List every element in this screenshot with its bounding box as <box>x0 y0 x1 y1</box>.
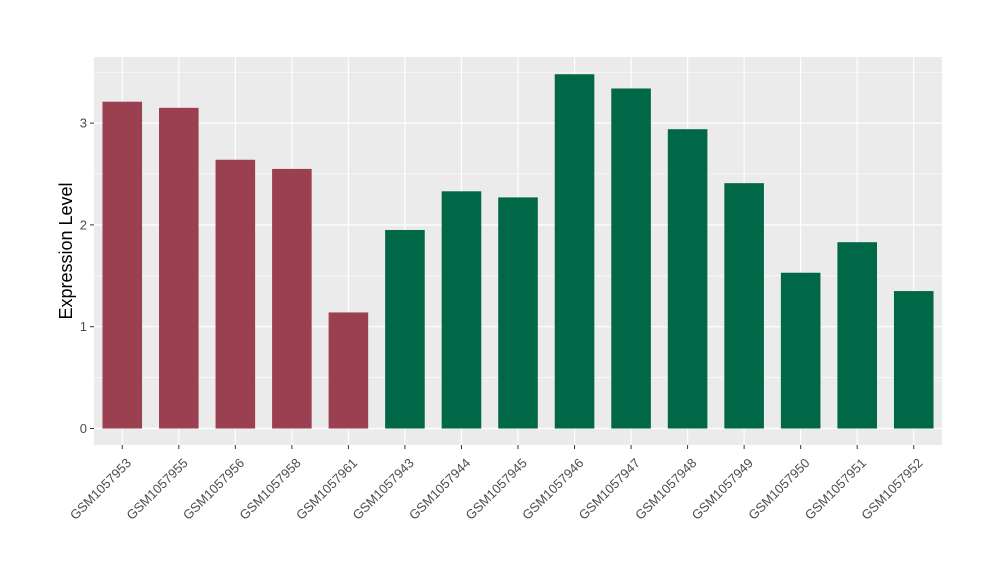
bar-gsm1057950 <box>780 272 821 429</box>
bar-gsm1057949 <box>724 183 764 429</box>
y-axis-title: Expression Level <box>56 182 76 319</box>
bars <box>102 74 934 429</box>
bar-gsm1057955 <box>159 107 199 429</box>
bar-gsm1057946 <box>554 74 595 429</box>
bar-gsm1057943 <box>385 229 425 429</box>
x-axis: GSM1057953GSM1057955GSM1057956GSM1057958… <box>67 445 926 523</box>
y-tick-label: 2 <box>80 217 87 232</box>
bar-gsm1057947 <box>611 88 651 429</box>
y-axis: 0 1 2 3 <box>80 116 94 436</box>
bar-gsm1057961 <box>328 312 369 429</box>
y-tick-label: 1 <box>80 319 87 334</box>
bar-gsm1057945 <box>498 197 538 429</box>
y-tick-label: 0 <box>80 421 87 436</box>
bar-gsm1057948 <box>667 129 708 429</box>
bar-gsm1057951 <box>837 242 877 429</box>
bar-gsm1057956 <box>215 159 256 429</box>
y-tick-label: 3 <box>80 116 87 131</box>
bar-gsm1057952 <box>893 291 934 429</box>
bar-gsm1057958 <box>272 168 312 429</box>
bar-gsm1057953 <box>102 101 143 429</box>
bar-gsm1057944 <box>441 191 482 429</box>
